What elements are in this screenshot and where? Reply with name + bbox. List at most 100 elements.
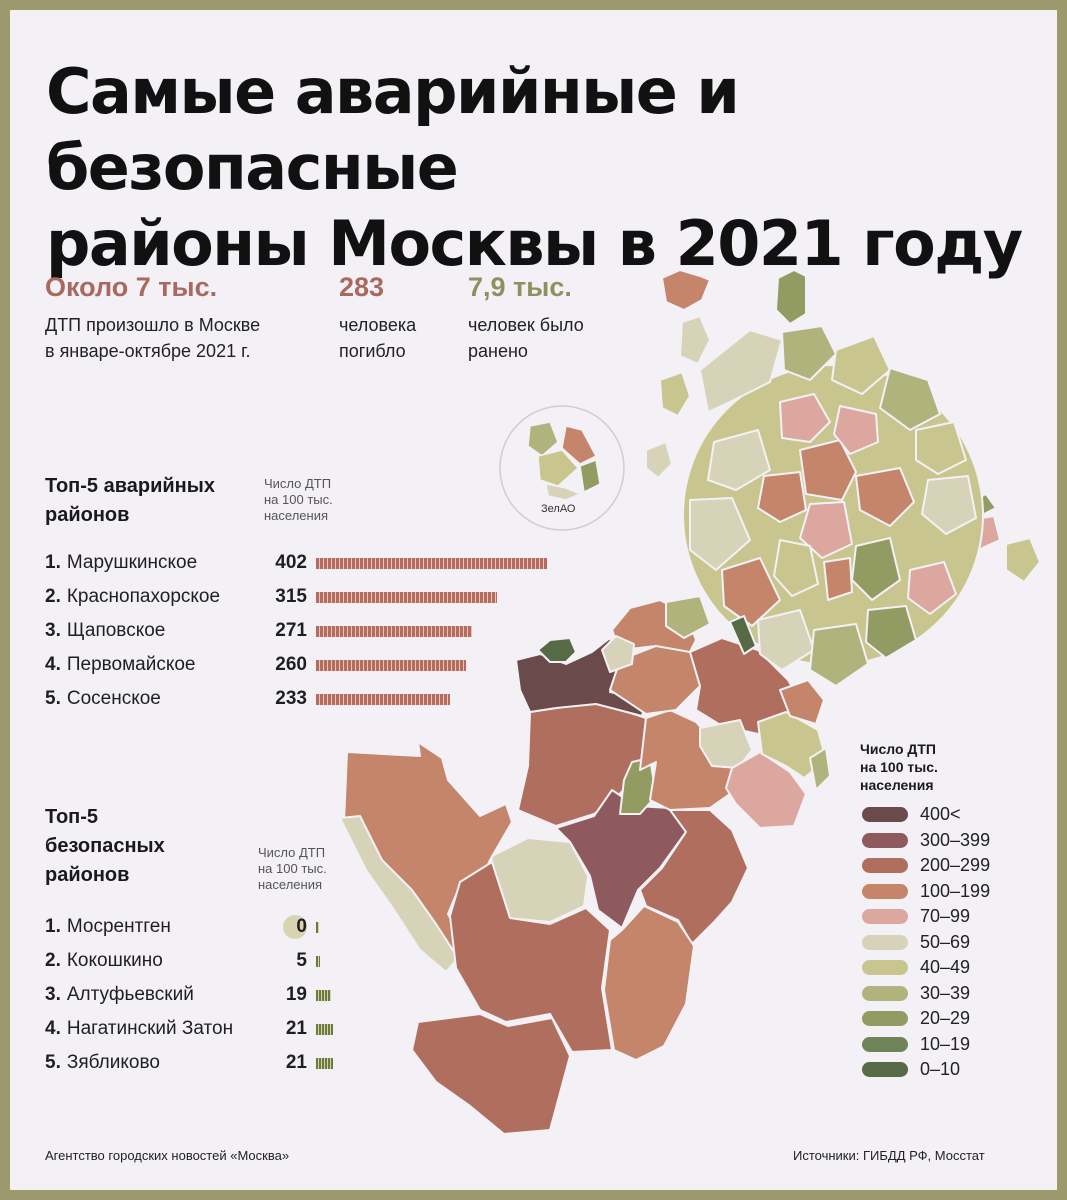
- safe-rank: 3.: [45, 984, 61, 1005]
- dangerous-value: 260: [275, 654, 307, 675]
- legend-label: 400<: [920, 804, 961, 824]
- district-north-b: [775, 269, 807, 325]
- legend-swatch: [862, 934, 908, 950]
- legend-item: 70–99: [862, 906, 1042, 926]
- district-far-east-2: [1005, 537, 1041, 583]
- legend-swatch: [862, 909, 908, 924]
- safe-name: 2. Кокошкино: [45, 947, 163, 975]
- dangerous-rank: 2.: [45, 586, 61, 607]
- legend-label: 30–39: [920, 982, 971, 1003]
- dangerous-row: 5. Сосенское 233: [45, 685, 565, 713]
- inset-district-2: [561, 425, 598, 465]
- safe-value: 0: [296, 916, 307, 937]
- legend-label: 300–399: [920, 829, 991, 850]
- legend-label: 50–69: [920, 931, 971, 952]
- district-west-small: [659, 371, 691, 417]
- page-title: Самые аварийные и безопасные районы Моск…: [46, 54, 1057, 282]
- dangerous-value: 271: [275, 620, 307, 641]
- legend-item: 40–49: [862, 957, 1042, 977]
- district-center-1: [799, 439, 857, 501]
- safe-label: Алтуфьевский: [66, 984, 194, 1005]
- legend-label: 200–299: [920, 855, 991, 875]
- legend-label: 10–19: [920, 1033, 971, 1054]
- district-center-3: [833, 405, 879, 455]
- legend-label: 40–49: [920, 957, 971, 977]
- district-center-6: [757, 471, 807, 523]
- dangerous-title: Топ-5 аварийных районов: [45, 475, 215, 526]
- legend-swatch: [862, 858, 908, 873]
- dangerous-value: 233: [275, 688, 307, 709]
- safe-row: 2. Кокошкино 5: [45, 947, 565, 975]
- legend-item: 50–69: [862, 932, 1042, 952]
- safe-label: Мосрентген: [66, 916, 171, 937]
- district-west-ring: [689, 497, 751, 571]
- dangerous-row: 3. Щаповское 271: [45, 617, 565, 645]
- moscow-map: [339, 269, 1041, 1135]
- dangerous-label: Краснопахорское: [66, 586, 221, 607]
- stat-accidents: Около 7 тыс. ДТП произошло в Москве в ян…: [45, 272, 260, 364]
- district-south-ring-4: [665, 595, 711, 639]
- safe-row: 1. Мосрентген 0: [45, 913, 565, 941]
- dangerous-value: 315: [275, 586, 307, 607]
- safe-bar: [316, 1058, 333, 1069]
- dangerous-label: Первомайское: [66, 654, 196, 675]
- safe-label: Кокошкино: [66, 950, 163, 971]
- district-north-c: [679, 315, 711, 365]
- legend-label: 20–29: [920, 1008, 971, 1028]
- safe-value: 21: [285, 1018, 307, 1039]
- district-krasnopakhorskoe: [555, 789, 687, 929]
- safe-name: 3. Алтуфьевский: [45, 981, 194, 1009]
- infographic-frame: Самые аварийные и безопасные районы Моск…: [10, 10, 1057, 1190]
- stat-injured-desc: человек было ранено: [468, 315, 584, 361]
- safe-title: Топ-5 безопасных районов: [45, 806, 165, 886]
- legend-item: 300–399: [862, 830, 1042, 850]
- legend-item: 30–39: [862, 983, 1042, 1003]
- safe-unit-label: Число ДТП на 100 тыс. населения: [258, 845, 327, 892]
- district-north-a: [661, 269, 711, 311]
- safe-bar: [316, 922, 319, 933]
- legend-swatch: [862, 1036, 908, 1052]
- district-center-8: [851, 537, 901, 601]
- stat-deaths-value: 283: [339, 272, 385, 302]
- legend-item: 0–10: [862, 1059, 1042, 1079]
- dangerous-name: 2. Краснопахорское: [45, 583, 220, 611]
- district-center-9: [773, 539, 819, 597]
- footer-credit: Агентство городских новостей «Москва»: [45, 1148, 290, 1163]
- safe-row: 3. Алтуфьевский 19: [45, 981, 565, 1009]
- dangerous-label: Сосенское: [66, 688, 161, 709]
- legend-item: 200–299: [862, 855, 1042, 875]
- district-southeast-2: [603, 905, 695, 1061]
- district-kokoshkino: [537, 637, 577, 663]
- inset-label: ЗелАО: [541, 503, 576, 515]
- inset-district-1: [527, 421, 559, 457]
- safe-name: 5. Зябликово: [45, 1049, 160, 1077]
- stat-accidents-value: Около 7 тыс.: [45, 272, 218, 302]
- legend-label: 0–10: [920, 1059, 961, 1079]
- legend-swatch: [862, 985, 908, 1001]
- dangerous-name: 3. Щаповское: [45, 617, 165, 645]
- safe-value: 5: [296, 950, 307, 971]
- legend-swatch: [862, 807, 908, 822]
- dangerous-rank: 1.: [45, 552, 61, 573]
- safe-value: 19: [285, 984, 307, 1005]
- district-center-2: [779, 393, 831, 443]
- legend-swatch: [862, 960, 908, 975]
- dangerous-rank: 3.: [45, 620, 61, 641]
- district-nagatinsky-zaton: [729, 615, 757, 655]
- stat-deaths-desc: человека погибло: [339, 315, 417, 361]
- safe-bar: [316, 990, 332, 1001]
- district-mid-8: [809, 747, 831, 791]
- district-southeast-ring: [907, 561, 957, 615]
- district-mid-4: [601, 635, 635, 673]
- dangerous-row: 4. Первомайское 260: [45, 651, 565, 679]
- district-center-4: [855, 467, 915, 527]
- safe-row: 4. Нагатинский Затон 21: [45, 1015, 565, 1043]
- safe-zero-badge: [283, 915, 307, 939]
- dangerous-rank: 5.: [45, 688, 61, 709]
- dangerous-bar: [316, 626, 472, 637]
- stat-injured: 7,9 тыс. человек было ранено: [468, 272, 584, 364]
- district-south-ring-3: [865, 605, 917, 659]
- inset-district-4: [579, 458, 601, 494]
- dangerous-row: 1. Марушкинское 402: [45, 549, 565, 577]
- district-north-ring-2: [831, 335, 891, 395]
